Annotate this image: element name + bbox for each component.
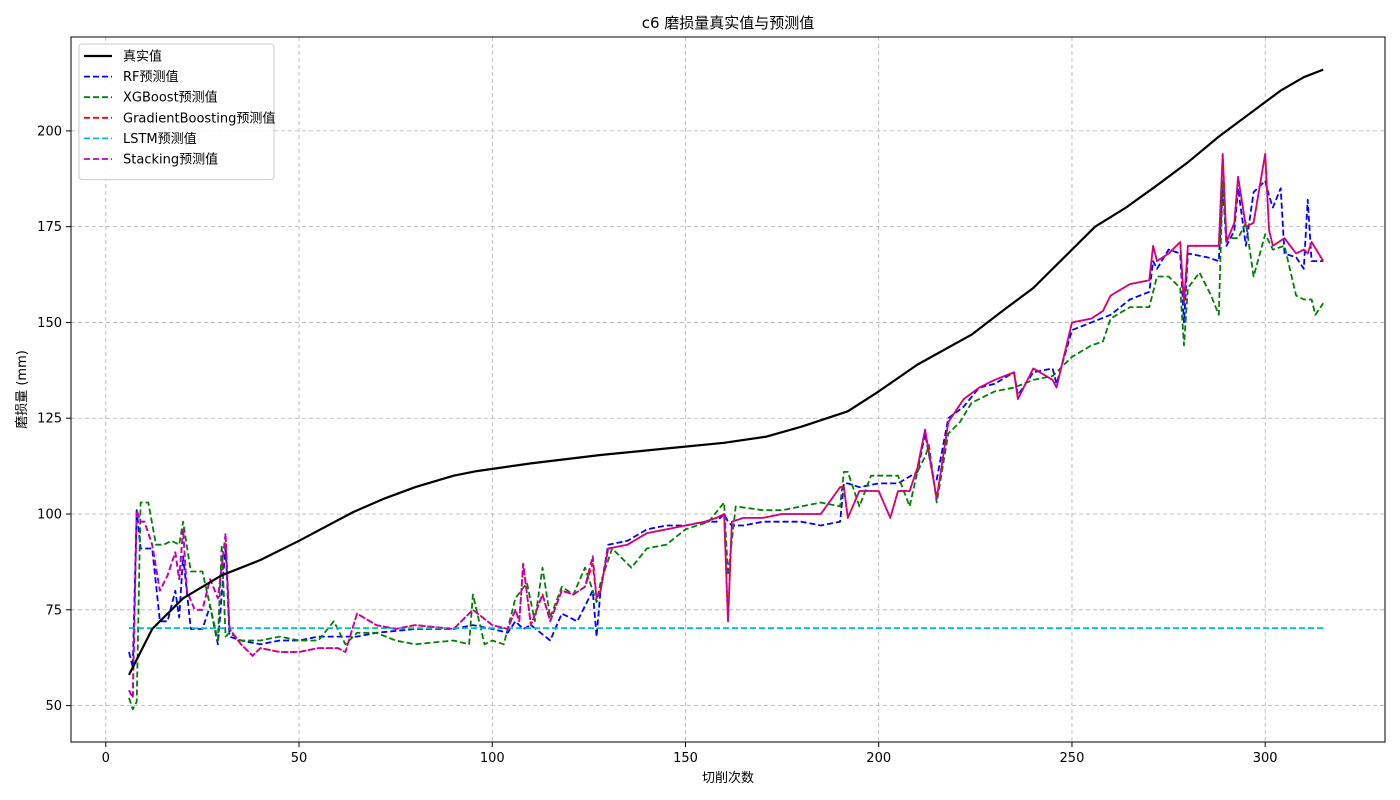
legend: 真实值 RF预测值 XGBoost预测值 GradientBoosting预测值 LST…: [78, 43, 275, 181]
x-tick-label: 150: [673, 751, 698, 766]
legend-label: RF预测值: [123, 69, 179, 85]
y-tick-label: 150: [37, 316, 62, 331]
y-tick-label: 175: [37, 220, 62, 235]
series-line-3: [128, 179, 1324, 711]
grid: [71, 37, 1385, 742]
x-tick-label: 100: [480, 751, 505, 766]
legend-label: Stacking预测值: [123, 152, 218, 168]
legend-label: GradientBoosting预测值: [123, 110, 275, 126]
legend-label: XGBoost预测值: [123, 90, 218, 106]
y-tick-label: 75: [45, 603, 62, 618]
series-lines: [128, 68, 1324, 711]
y-tick-label: 100: [37, 508, 62, 523]
y-tick-label: 200: [37, 124, 62, 139]
x-tick-label: 200: [866, 751, 891, 766]
chart-title: c6 磨损量真实值与预测值: [642, 14, 815, 32]
y-tick-label: 125: [37, 412, 62, 427]
series-line-2: [128, 179, 1324, 669]
legend-label: LSTM预测值: [123, 131, 197, 147]
x-tick-label: 250: [1060, 751, 1085, 766]
x-tick-label: 50: [291, 751, 308, 766]
y-axis-label: 磨损量 (mm): [15, 350, 30, 429]
series-line-1: [128, 68, 1324, 676]
y-tick-label: 50: [45, 699, 62, 714]
legend-label: 真实值: [123, 49, 162, 65]
x-tick-label: 0: [102, 751, 110, 766]
legend-box: [78, 43, 275, 181]
axis-ticks: 0 50 100 150 200 250 300 50 75 100 125 150 175 200: [37, 124, 1277, 766]
x-axis-label: 切削次数: [702, 770, 754, 786]
plot-frame: [70, 36, 1386, 743]
x-tick-label: 300: [1253, 751, 1278, 766]
series-line-6: [128, 152, 1324, 699]
